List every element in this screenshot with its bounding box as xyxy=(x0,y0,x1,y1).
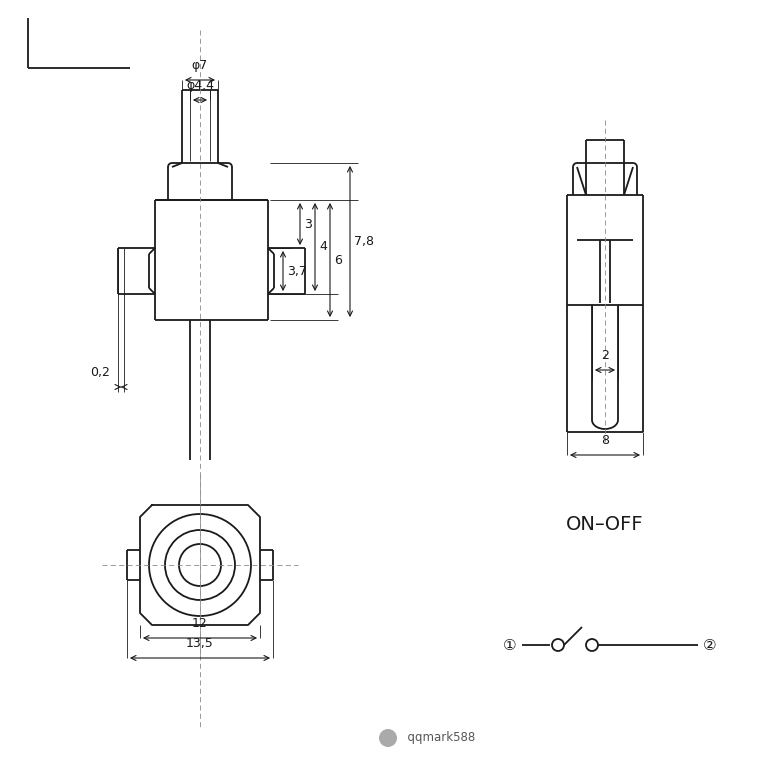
Text: 2: 2 xyxy=(601,349,609,362)
Text: φ4.4: φ4.4 xyxy=(186,79,214,92)
Circle shape xyxy=(379,729,397,747)
Text: 3: 3 xyxy=(304,218,312,231)
Text: 0,2: 0,2 xyxy=(90,366,110,379)
Text: ON–OFF: ON–OFF xyxy=(566,516,644,534)
Text: ②: ② xyxy=(703,638,717,652)
Text: 7,8: 7,8 xyxy=(354,235,374,248)
Text: 8: 8 xyxy=(601,434,609,447)
Text: 4: 4 xyxy=(319,241,327,253)
Text: 3,7: 3,7 xyxy=(287,265,307,277)
Text: 6: 6 xyxy=(334,253,342,266)
Text: qqmark588: qqmark588 xyxy=(400,732,476,744)
Text: φ7: φ7 xyxy=(192,59,208,72)
Text: 13,5: 13,5 xyxy=(186,637,214,650)
Text: 12: 12 xyxy=(192,617,208,630)
Text: ①: ① xyxy=(503,638,516,652)
